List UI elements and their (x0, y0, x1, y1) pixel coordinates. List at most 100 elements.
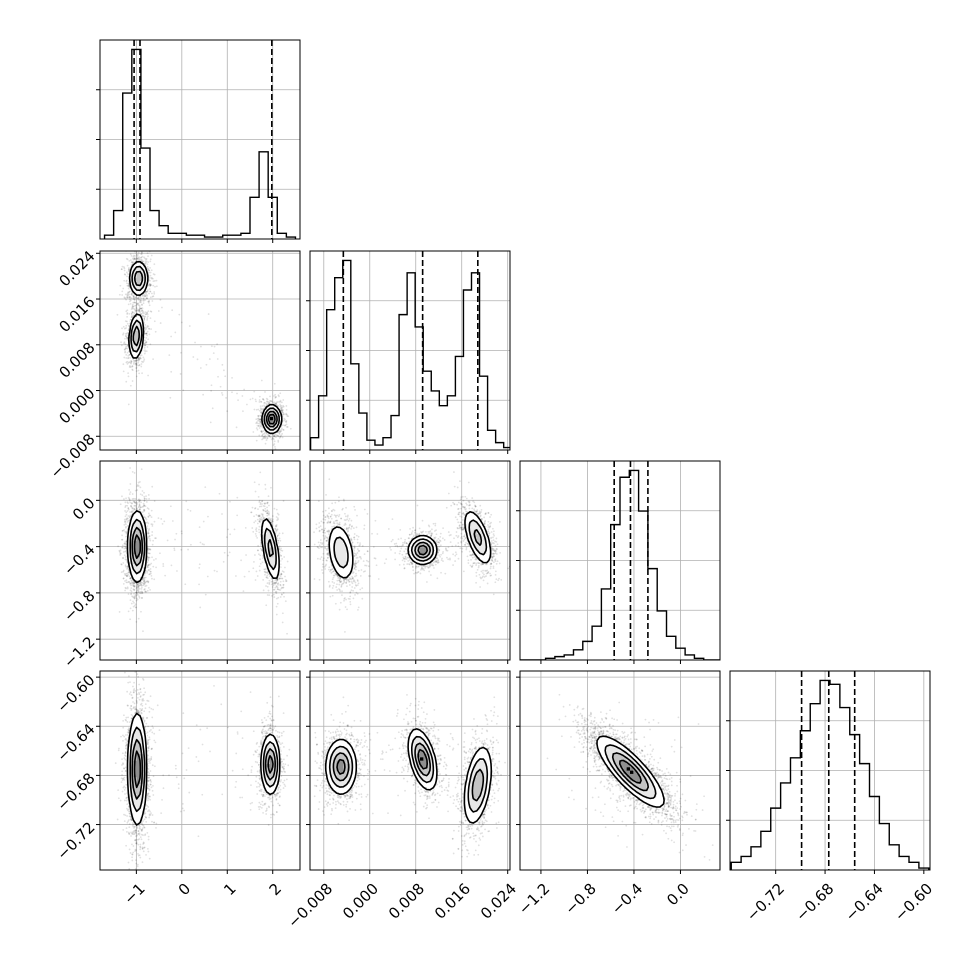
sample-point (264, 391, 266, 393)
sample-point (275, 508, 278, 511)
sample-point (146, 318, 149, 321)
sample-point (126, 296, 128, 299)
sample-point (131, 261, 134, 264)
sample-point (143, 504, 145, 507)
sample-point (124, 564, 127, 567)
sample-point (147, 508, 150, 510)
sample-point (141, 506, 144, 508)
sample-point (279, 589, 282, 591)
sample-point (150, 310, 153, 313)
sample-point (285, 580, 287, 583)
sample-point (145, 257, 148, 260)
sample-point (153, 520, 156, 523)
sample-point (127, 329, 130, 332)
sample-point (130, 593, 132, 596)
sample-point (149, 568, 152, 570)
sample-point (133, 500, 136, 503)
sample-point (123, 554, 126, 557)
sample-point (146, 263, 149, 266)
sample-point (121, 327, 123, 330)
sample-point (143, 315, 146, 318)
sample-point (141, 597, 144, 599)
sample-point (278, 433, 281, 435)
sample-point (280, 428, 282, 431)
sample-point (277, 582, 280, 585)
sample-point (122, 551, 125, 553)
sample-point (144, 326, 147, 329)
sample-point (148, 300, 151, 302)
sample-point (221, 392, 223, 394)
sample-point (260, 430, 263, 432)
sample-point (263, 405, 266, 408)
sample-point (140, 310, 143, 313)
sample-point (122, 287, 125, 290)
sample-point (275, 524, 278, 526)
density-cell (140, 290, 144, 295)
sample-point (146, 267, 149, 270)
sample-point (123, 341, 126, 344)
sample-point (144, 294, 147, 297)
sample-point (278, 437, 281, 439)
sample-point (140, 307, 142, 310)
sample-point (148, 269, 150, 272)
sample-point (275, 402, 278, 405)
sample-point (153, 263, 156, 266)
sample-point (125, 511, 128, 514)
sample-point (205, 363, 208, 366)
sample-point (254, 398, 257, 401)
sample-point (287, 415, 290, 418)
sample-point (282, 424, 284, 427)
sample-point (279, 539, 282, 542)
sample-point (137, 361, 140, 364)
sample-point (126, 566, 128, 568)
sample-point (131, 369, 134, 372)
sample-point (131, 581, 134, 584)
sample-point (127, 372, 130, 375)
sample-point (274, 396, 277, 398)
sample-point (260, 412, 263, 415)
sample-point (145, 292, 147, 294)
sample-point (147, 564, 150, 567)
sample-point (260, 411, 263, 414)
sample-point (132, 301, 135, 304)
sample-point (149, 284, 152, 287)
sample-point (138, 259, 141, 262)
sample-point (147, 300, 150, 303)
sample-point (119, 284, 122, 287)
sample-point (148, 552, 151, 555)
sample-point (143, 516, 146, 518)
sample-point (256, 549, 259, 552)
sample-point (266, 582, 269, 585)
sample-point (273, 443, 276, 445)
sample-point (277, 394, 280, 397)
sample-point (274, 445, 276, 448)
sample-point (125, 327, 127, 329)
sample-point (135, 594, 138, 597)
sample-point (276, 579, 279, 582)
sample-point (129, 299, 132, 302)
sample-point (262, 433, 264, 436)
sample-point (124, 521, 127, 524)
sample-point (253, 521, 256, 524)
sample-point (143, 508, 145, 511)
sample-point (127, 356, 130, 359)
sample-point (141, 581, 144, 584)
sample-point (155, 537, 157, 540)
sample-point (130, 312, 133, 315)
sample-point (126, 574, 129, 577)
sample-point (267, 512, 270, 515)
sample-point (249, 398, 252, 401)
sample-point (146, 334, 148, 337)
sample-point (123, 342, 125, 345)
sample-point (132, 359, 135, 362)
sample-point (267, 402, 270, 405)
sample-point (147, 548, 150, 551)
sample-point (129, 577, 132, 580)
sample-point (268, 594, 271, 597)
sample-point (257, 549, 259, 552)
sample-point (271, 520, 274, 523)
sample-point (280, 549, 282, 552)
sample-point (143, 352, 146, 355)
sample-point (266, 437, 269, 439)
sample-point (266, 511, 269, 514)
